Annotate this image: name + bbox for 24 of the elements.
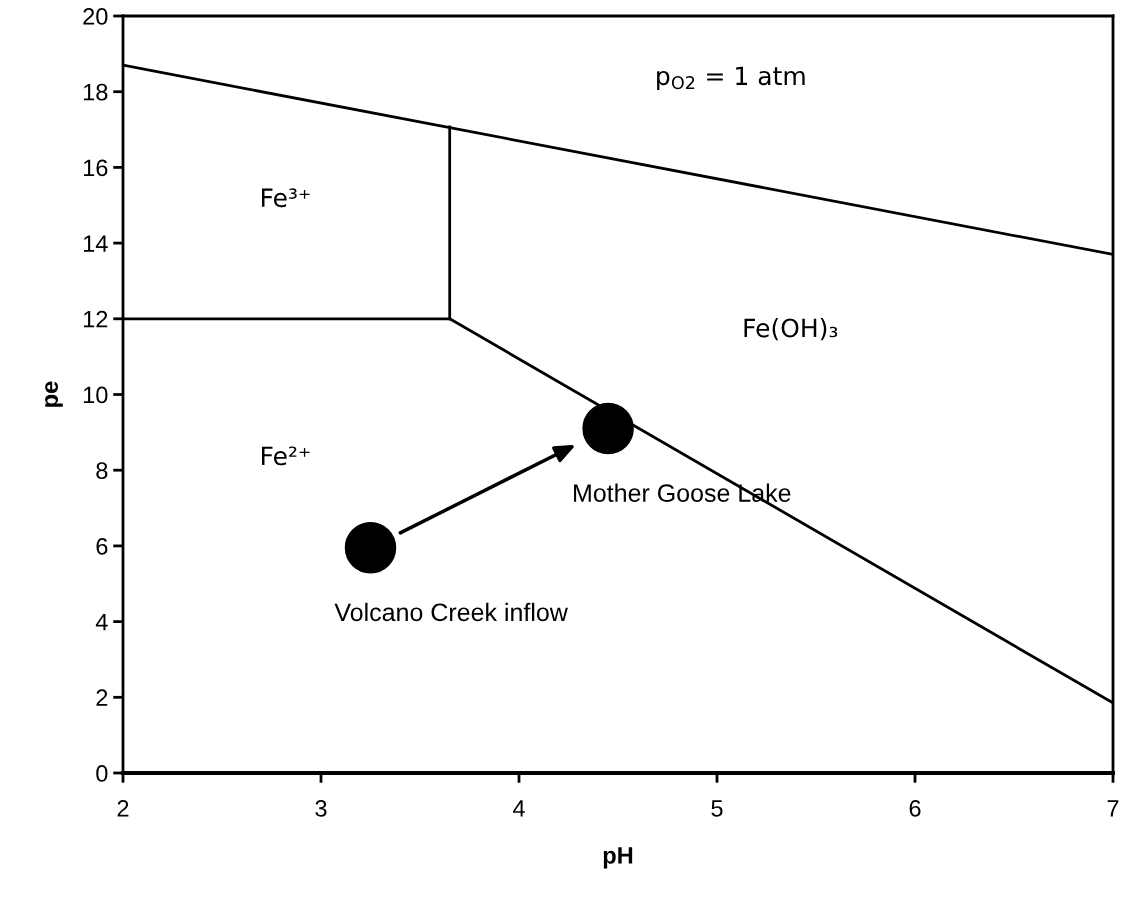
annotation: Volcano Creek inflow (334, 602, 568, 622)
x-tick-label: 3 (315, 800, 327, 817)
y-tick-label: 18 (83, 83, 108, 101)
y-tick-label: 12 (83, 310, 108, 328)
y-tick-label: 16 (83, 159, 108, 177)
y-axis-title: pe (45, 381, 63, 407)
y-tick-label: 2 (96, 689, 108, 706)
x-tick-label: 2 (117, 800, 129, 817)
y-tick-label: 4 (95, 613, 108, 631)
y-tick-label: 8 (96, 462, 108, 479)
x-tick-label: 7 (1107, 800, 1119, 817)
y-tick-label: 14 (83, 235, 108, 252)
annotation: Fe³⁺ (262, 188, 310, 208)
y-tick-label: 10 (83, 386, 108, 404)
x-tick-label: 5 (711, 800, 723, 817)
annotation: Fe(OH)₃ (744, 318, 838, 341)
annotation: Fe²⁺ (262, 446, 310, 466)
annotation: p$_{O2}$ = 1 atm (657, 66, 805, 91)
y-tick-label: 6 (96, 537, 108, 555)
y-tick-label: 0 (96, 765, 108, 782)
x-axis-title: pH (603, 847, 633, 869)
x-tick-label: 6 (909, 800, 921, 817)
y-tick-label: 20 (83, 8, 108, 25)
x-tick-label: 4 (512, 800, 525, 817)
